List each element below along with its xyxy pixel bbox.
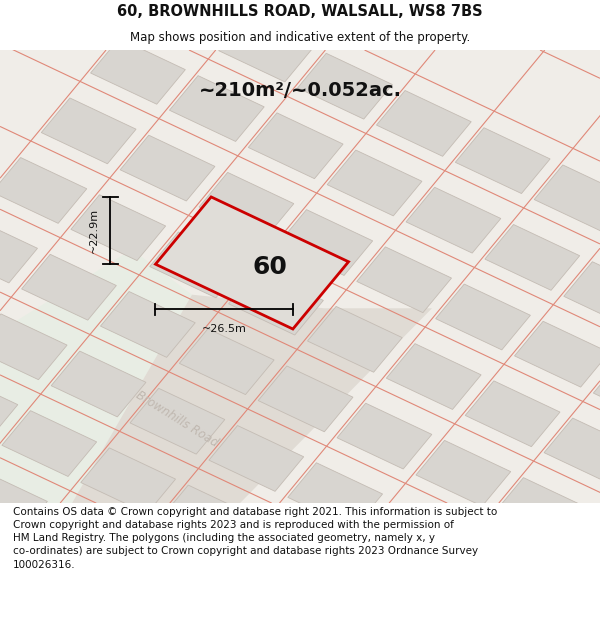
Polygon shape: [0, 249, 192, 503]
Polygon shape: [179, 329, 274, 394]
Polygon shape: [209, 426, 304, 491]
Polygon shape: [91, 38, 185, 104]
Polygon shape: [327, 150, 422, 216]
Polygon shape: [160, 485, 254, 551]
Polygon shape: [544, 418, 600, 484]
Text: ~22.9m: ~22.9m: [89, 208, 98, 253]
Text: Map shows position and indicative extent of the property.: Map shows position and indicative extent…: [130, 31, 470, 44]
Polygon shape: [436, 284, 530, 350]
Polygon shape: [155, 197, 349, 329]
Polygon shape: [169, 76, 264, 141]
Polygon shape: [564, 262, 600, 328]
Polygon shape: [72, 294, 432, 503]
Polygon shape: [100, 291, 195, 357]
Polygon shape: [2, 411, 97, 476]
Polygon shape: [150, 232, 245, 298]
Polygon shape: [515, 321, 600, 387]
Polygon shape: [81, 448, 176, 514]
Polygon shape: [307, 306, 402, 372]
Polygon shape: [71, 195, 166, 261]
Polygon shape: [376, 91, 471, 156]
Polygon shape: [258, 366, 353, 432]
Polygon shape: [485, 224, 580, 290]
Polygon shape: [0, 158, 87, 223]
Polygon shape: [219, 16, 313, 82]
Polygon shape: [0, 314, 67, 379]
Text: ~26.5m: ~26.5m: [202, 324, 247, 334]
Text: Contains OS data © Crown copyright and database right 2021. This information is : Contains OS data © Crown copyright and d…: [13, 507, 497, 569]
Polygon shape: [495, 478, 590, 543]
Polygon shape: [455, 127, 550, 194]
Polygon shape: [51, 351, 146, 417]
Polygon shape: [288, 462, 383, 529]
Polygon shape: [416, 441, 511, 506]
Polygon shape: [0, 217, 37, 283]
Polygon shape: [41, 98, 136, 164]
Polygon shape: [248, 113, 343, 179]
Polygon shape: [298, 53, 392, 119]
Polygon shape: [465, 381, 560, 447]
Polygon shape: [357, 247, 452, 312]
Text: ~210m²/~0.052ac.: ~210m²/~0.052ac.: [199, 81, 401, 100]
Text: 60: 60: [253, 256, 287, 279]
Text: 60, BROWNHILLS ROAD, WALSALL, WS8 7BS: 60, BROWNHILLS ROAD, WALSALL, WS8 7BS: [117, 4, 483, 19]
Polygon shape: [534, 165, 600, 231]
Polygon shape: [593, 359, 600, 424]
Polygon shape: [22, 254, 116, 320]
Polygon shape: [406, 188, 501, 253]
Polygon shape: [386, 344, 481, 409]
Polygon shape: [130, 388, 225, 454]
Polygon shape: [278, 209, 373, 276]
Text: Brownhills Road: Brownhills Road: [133, 389, 221, 450]
Polygon shape: [199, 173, 294, 238]
Polygon shape: [229, 269, 323, 335]
Polygon shape: [0, 374, 18, 439]
Polygon shape: [0, 470, 47, 536]
Polygon shape: [120, 135, 215, 201]
Polygon shape: [337, 403, 432, 469]
